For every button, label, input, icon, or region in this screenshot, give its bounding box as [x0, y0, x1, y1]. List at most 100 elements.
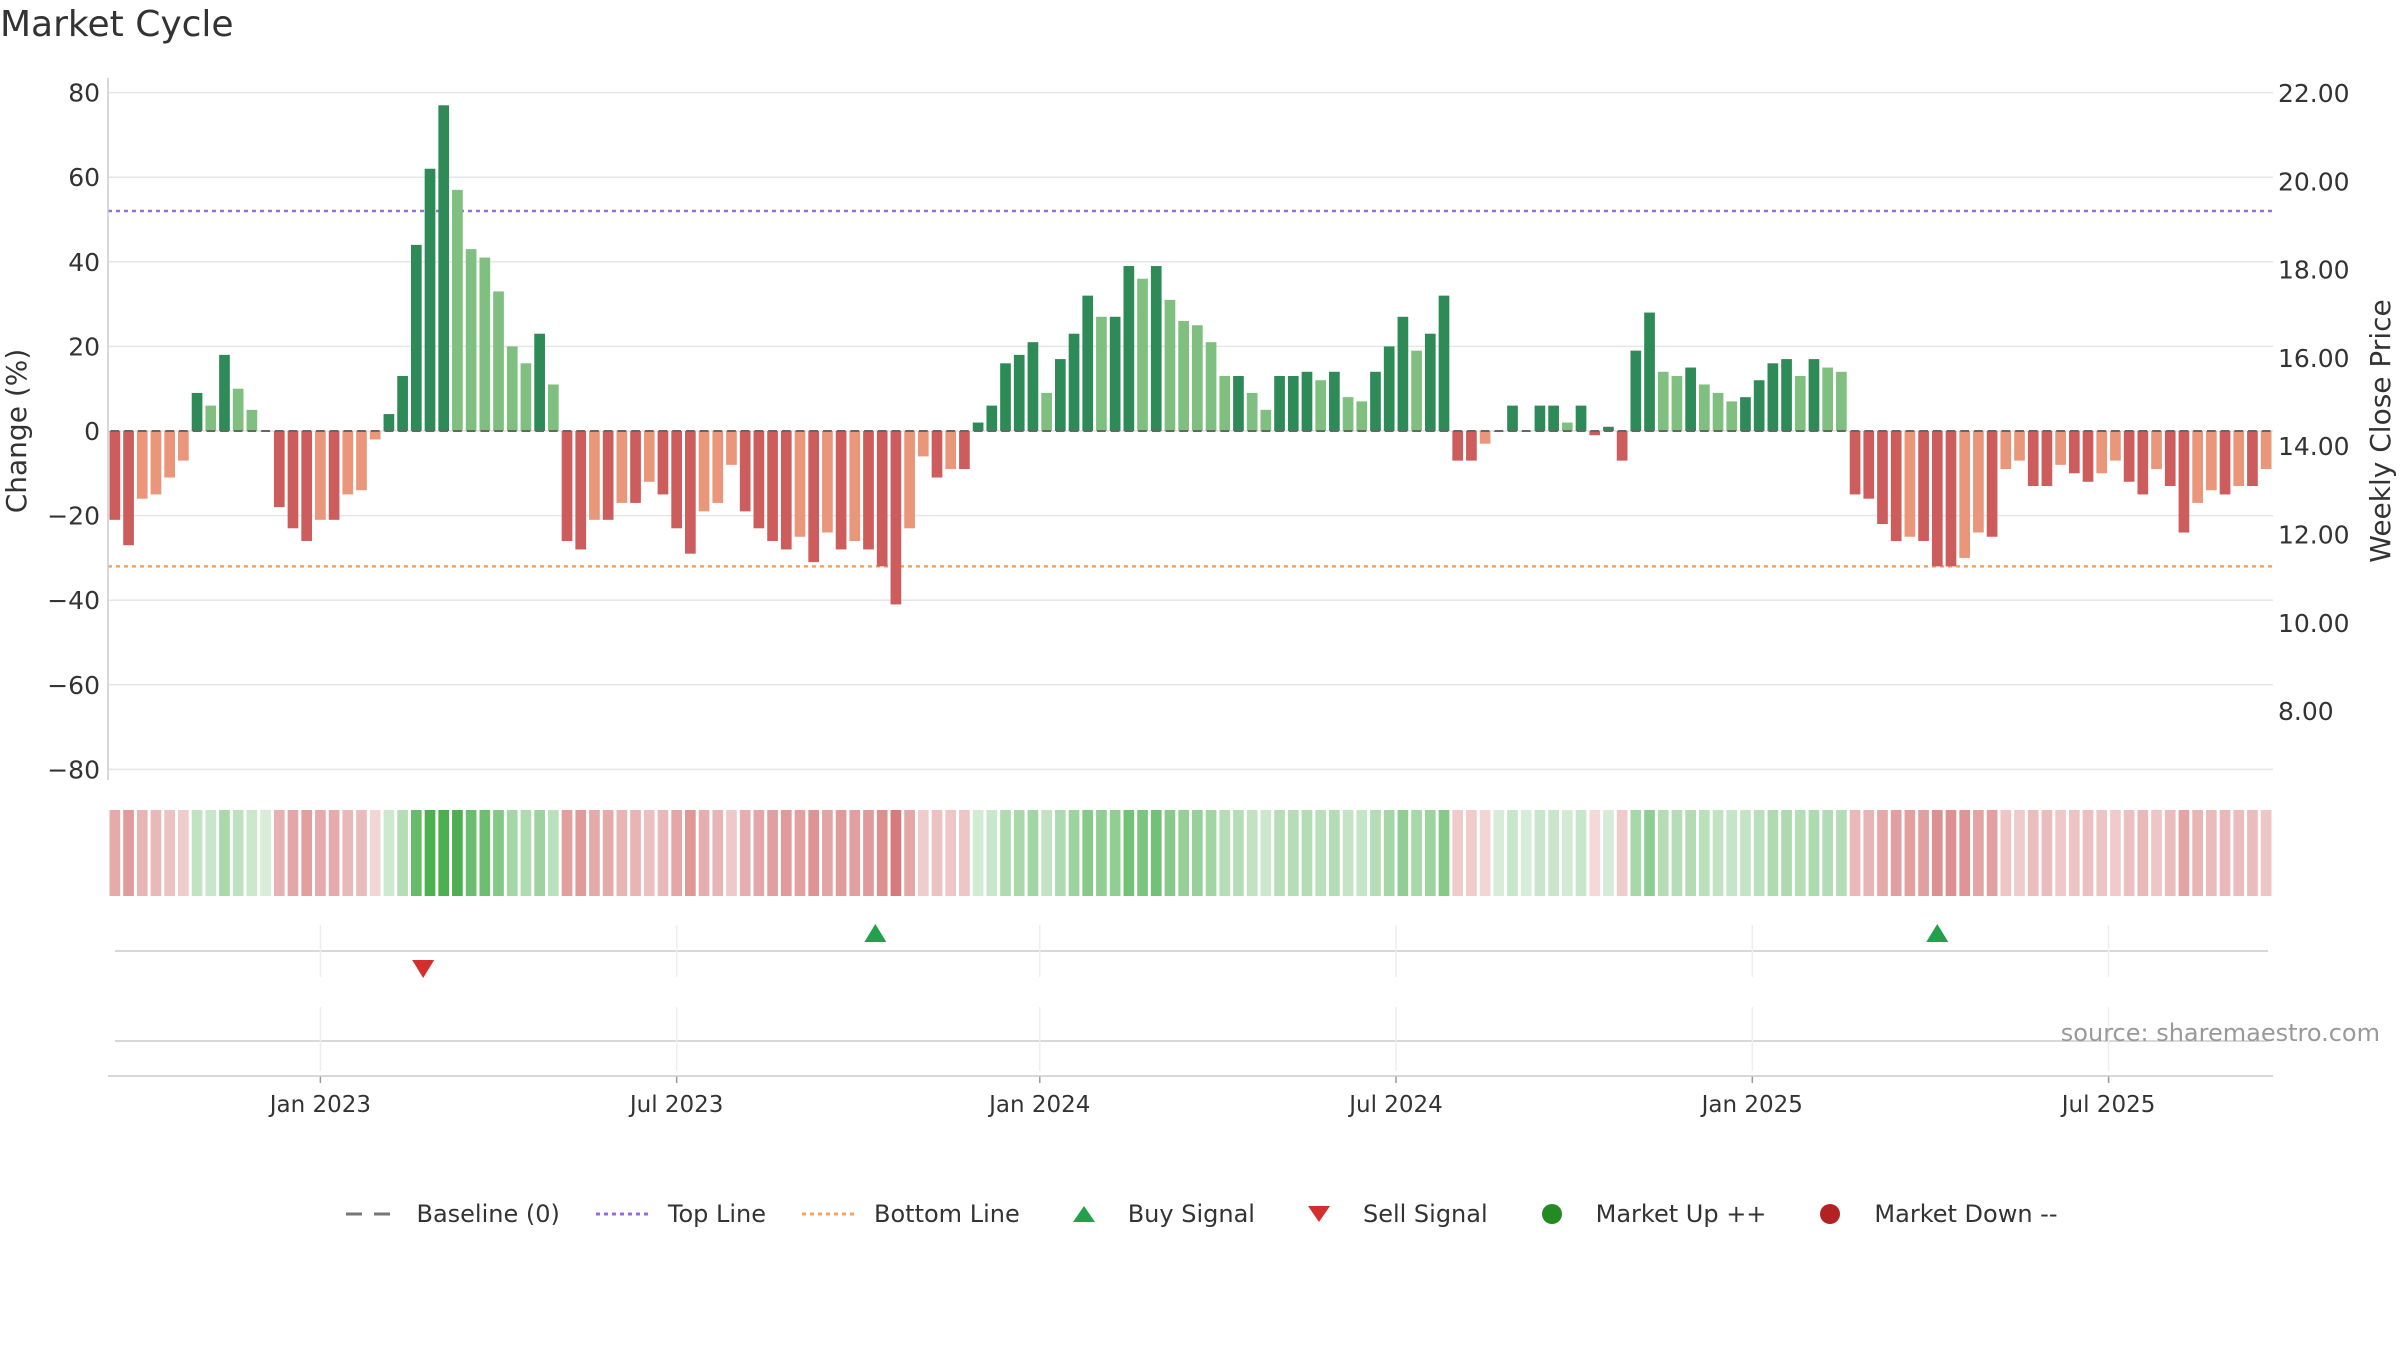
bar [301, 431, 313, 541]
bar [1767, 363, 1779, 431]
heat-cell [438, 810, 450, 896]
heat-cell [849, 810, 861, 896]
bar [1603, 426, 1614, 431]
x-tick-label: Jul 2024 [1347, 1092, 1443, 1118]
heat-cell [726, 810, 737, 896]
heat-cell [2027, 810, 2039, 896]
bar [1644, 312, 1655, 431]
bar [1822, 367, 1834, 431]
heat-cell [917, 810, 929, 896]
heat-cell [1836, 810, 1847, 896]
bar [1548, 405, 1559, 431]
bar [520, 363, 532, 431]
bar [1918, 431, 1929, 541]
bar [1575, 405, 1587, 431]
legend-label: Top Line [667, 1200, 767, 1228]
legend-label: Sell Signal [1362, 1200, 1488, 1228]
bar [342, 431, 354, 495]
heat-cell [1205, 810, 1217, 896]
bar [2123, 431, 2135, 482]
heat-cell [1973, 810, 1984, 896]
bar [191, 392, 203, 431]
bar [1931, 431, 1943, 567]
x-tick-label: Jan 2023 [268, 1092, 371, 1118]
heat-cell [1808, 810, 1820, 896]
bar [493, 291, 504, 431]
legend-label: Buy Signal [1127, 1200, 1255, 1228]
heat-cell [1589, 810, 1601, 896]
heat-cell [1671, 810, 1683, 896]
y-tick-left: 40 [68, 248, 100, 277]
bar [1973, 431, 1984, 533]
bar [164, 431, 176, 478]
y-tick-right: 14.00 [2278, 432, 2350, 461]
bar [1411, 350, 1422, 431]
circle-icon [1541, 1204, 1562, 1224]
bar [575, 431, 587, 550]
heat-cell [123, 810, 134, 896]
heat-cell [2055, 810, 2066, 896]
heat-cell [1356, 810, 1368, 896]
bar [1753, 380, 1765, 431]
x-tick-label: Jan 2024 [987, 1092, 1090, 1118]
legend-label: Market Down -- [1874, 1200, 2058, 1228]
heat-cell [1164, 810, 1176, 896]
heat-cell [1192, 810, 1203, 896]
heat-cell [164, 810, 176, 896]
y-axis-left-label: Change (%) [0, 349, 33, 514]
bar [1287, 376, 1299, 431]
heat-cell [863, 810, 874, 896]
bar [1274, 376, 1285, 431]
heat-cell [1452, 810, 1464, 896]
bar [1383, 346, 1395, 431]
heat-cell [1329, 810, 1340, 896]
bar [1561, 422, 1573, 431]
bar [410, 244, 422, 431]
bar [1164, 299, 1176, 431]
heat-cell [1616, 810, 1628, 896]
heat-cell [616, 810, 628, 896]
sell-signal-marker [412, 960, 435, 978]
heat-cell [1233, 810, 1244, 896]
heat-cell [1068, 810, 1080, 896]
legend-item: Market Down -- [1800, 1200, 2058, 1228]
bar [1150, 266, 1162, 431]
bar [1726, 401, 1738, 431]
bar [1945, 431, 1957, 567]
heat-cell [1438, 810, 1450, 896]
heat-cell [452, 810, 463, 896]
heat-cell [712, 810, 724, 896]
heat-cell [1150, 810, 1162, 896]
bar [561, 431, 573, 541]
bar [1178, 321, 1189, 431]
heat-cell [1137, 810, 1148, 896]
legend: Baseline (0) Top Line Bottom Line Buy Signa… [0, 1200, 2400, 1228]
bar [205, 405, 217, 431]
legend-item: Top Line [594, 1200, 766, 1228]
bar [849, 431, 861, 541]
bar [465, 249, 477, 431]
bar [178, 431, 189, 461]
heat-cell [1630, 810, 1642, 896]
heat-cell [2068, 810, 2080, 896]
bar [685, 431, 696, 554]
heat-cell [1082, 810, 1094, 896]
axes: 80 60 40 20 0 −20 −40 −60 −80 22.00 20.00 18.00 16.0… [47, 78, 2350, 784]
heat-cell [1096, 810, 1107, 896]
bar [438, 105, 450, 431]
bar [1054, 359, 1066, 431]
bar [1466, 431, 1477, 461]
bar [1712, 392, 1724, 431]
heat-cell [1466, 810, 1477, 896]
y-tick-left: 20 [68, 332, 100, 361]
heat-cell [1287, 810, 1299, 896]
heat-cell [2233, 810, 2245, 896]
heat-cell [1424, 810, 1436, 896]
bar [273, 431, 285, 508]
bar [712, 431, 724, 503]
heat-cell [1041, 810, 1052, 896]
heat-cell [1274, 810, 1285, 896]
heat-cell [1945, 810, 1957, 896]
bar [219, 354, 230, 431]
chart-title: Market Cycle [0, 4, 234, 45]
